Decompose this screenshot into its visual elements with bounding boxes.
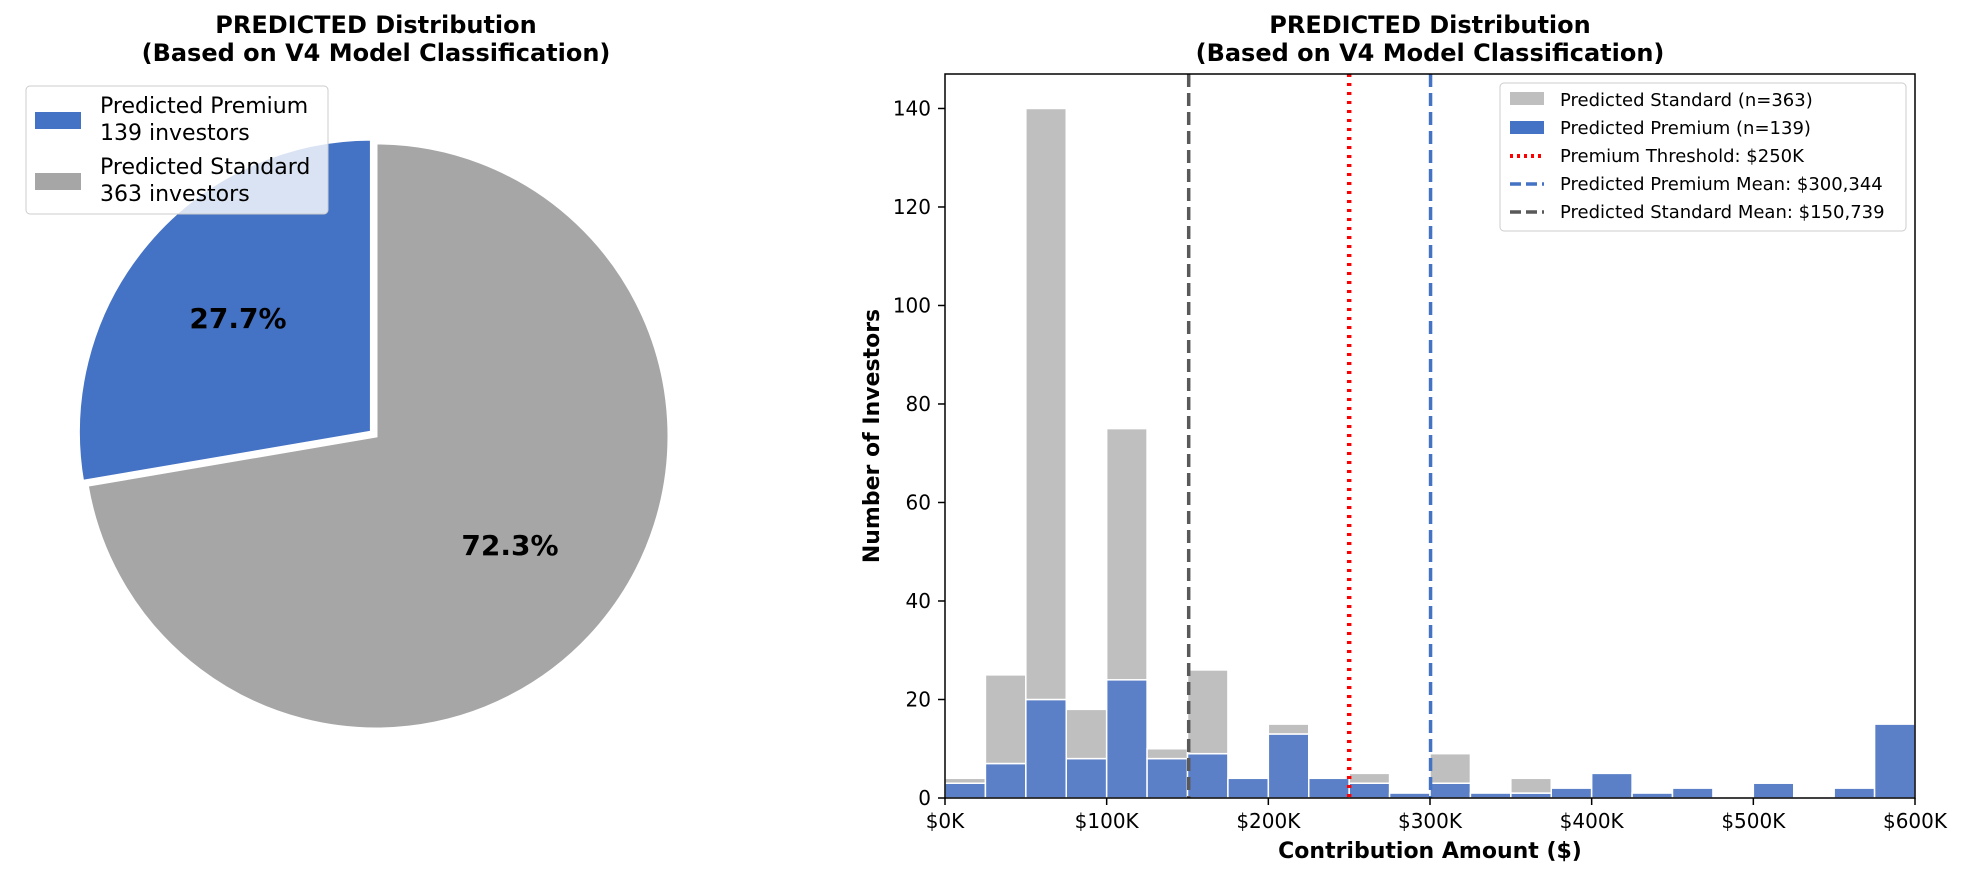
hist-bar-premium xyxy=(1025,698,1068,799)
hist-y-tick-label: 100 xyxy=(893,293,931,317)
hist-bar-premium xyxy=(1873,723,1916,799)
hist-y-tick-label: 0 xyxy=(918,786,931,810)
hist-bar-premium xyxy=(984,762,1027,799)
hist-bar-premium xyxy=(1267,733,1310,799)
hist-x-tick-label: $0K xyxy=(926,809,965,833)
pie-legend-frame xyxy=(25,85,329,215)
hist-x-tick-label: $300K xyxy=(1398,809,1463,833)
pie-legend: Predicted Premium 139 investors Predicte… xyxy=(25,85,329,215)
pie-label-premium: 27.7% xyxy=(189,302,286,335)
hist-bar-premium xyxy=(1429,782,1472,799)
pie-legend-label-premium-line1: Predicted Premium xyxy=(100,94,308,119)
hist-bar-premium xyxy=(1550,787,1593,799)
histogram-chart: PREDICTED Distribution (Based on V4 Mode… xyxy=(860,11,1948,864)
hist-bar-standard xyxy=(944,777,987,784)
hist-y-tick-label: 140 xyxy=(893,96,931,120)
hist-x-ticks: $0K $100K $200K $300K $400K $500K $600K xyxy=(926,798,1948,833)
hist-bar-premium xyxy=(1590,772,1633,799)
hist-bar-premium xyxy=(1348,782,1391,799)
hist-legend: Predicted Standard (n=363) Predicted Pre… xyxy=(1499,82,1907,232)
hist-bar-standard xyxy=(1186,669,1229,755)
hist-legend-label-premium-mean: Predicted Premium Mean: $300,344 xyxy=(1560,174,1883,195)
hist-x-tick-label: $400K xyxy=(1560,809,1625,833)
pie-label-standard: 72.3% xyxy=(461,529,558,562)
pie-slices xyxy=(76,137,671,731)
hist-bar-premium xyxy=(1186,752,1229,799)
hist-bar-standard xyxy=(984,674,1027,765)
hist-bar-premium xyxy=(1146,757,1189,799)
hist-x-tick-label: $500K xyxy=(1721,809,1786,833)
hist-y-tick-label: 80 xyxy=(906,392,931,416)
pie-slice-standard xyxy=(85,141,671,731)
pie-legend-label-premium-line2: 139 investors xyxy=(100,121,250,146)
pie-title-line2: (Based on V4 Model Classification) xyxy=(142,39,611,67)
pie-chart: PREDICTED Distribution (Based on V4 Mode… xyxy=(25,11,671,731)
hist-bar-premium xyxy=(1833,787,1876,799)
hist-y-ticks: 0 20 40 60 80 100 120 140 xyxy=(893,96,945,810)
hist-bar-premium xyxy=(944,782,987,799)
hist-bar-premium xyxy=(1227,777,1270,799)
hist-bar-premium xyxy=(1752,782,1795,799)
hist-bar-standard xyxy=(1348,772,1391,784)
hist-legend-swatch-standard xyxy=(1510,92,1544,105)
hist-bar-standard xyxy=(1510,777,1553,794)
hist-y-tick-label: 40 xyxy=(906,589,931,613)
hist-bar-standard xyxy=(1267,723,1310,735)
pie-legend-swatch-standard xyxy=(35,173,81,190)
pie-legend-label-standard-line2: 363 investors xyxy=(100,182,250,207)
pie-legend-swatch-premium xyxy=(35,112,81,129)
hist-y-tick-label: 60 xyxy=(906,490,931,514)
hist-legend-label-standard-mean: Predicted Standard Mean: $150,739 xyxy=(1560,202,1885,223)
hist-legend-label-threshold: Premium Threshold: $250K xyxy=(1560,146,1805,167)
hist-bar-standard xyxy=(1025,107,1068,701)
hist-bar-standard xyxy=(1146,747,1189,760)
hist-bar-premium xyxy=(1105,679,1148,799)
hist-bar-premium xyxy=(1671,787,1714,799)
hist-x-tick-label: $200K xyxy=(1236,809,1301,833)
histogram-bars xyxy=(944,107,1916,799)
hist-title-line1: PREDICTED Distribution xyxy=(1269,11,1590,39)
hist-x-axis-label: Contribution Amount ($) xyxy=(1278,839,1582,864)
hist-y-tick-label: 20 xyxy=(906,687,931,711)
hist-bar-standard xyxy=(1065,708,1108,760)
hist-legend-frame xyxy=(1499,82,1907,232)
pie-title-line1: PREDICTED Distribution xyxy=(215,11,536,39)
hist-bar-premium xyxy=(1065,757,1108,799)
histogram-reference-lines xyxy=(1186,74,1433,798)
hist-bar-standard xyxy=(1105,427,1148,681)
hist-bar-premium xyxy=(1308,777,1350,799)
hist-x-tick-label: $100K xyxy=(1075,809,1140,833)
hist-title-line2: (Based on V4 Model Classification) xyxy=(1196,39,1665,67)
hist-legend-label-premium: Predicted Premium (n=139) xyxy=(1560,118,1811,139)
hist-x-tick-label: $600K xyxy=(1883,809,1948,833)
hist-y-axis-label: Number of Investors xyxy=(860,309,885,563)
hist-bar-standard xyxy=(1429,752,1472,784)
hist-y-tick-label: 120 xyxy=(893,195,931,219)
hist-legend-label-standard: Predicted Standard (n=363) xyxy=(1560,90,1813,111)
hist-legend-swatch-premium xyxy=(1510,121,1544,134)
pie-legend-label-standard-line1: Predicted Standard xyxy=(100,155,310,180)
